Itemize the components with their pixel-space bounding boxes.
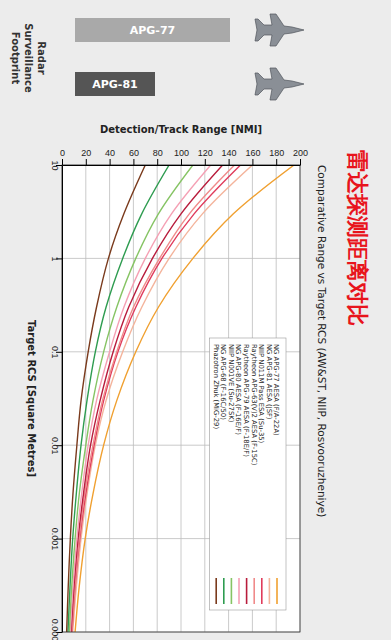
tick-mark: [300, 159, 301, 165]
tick-mark: [62, 159, 63, 165]
tick: 0.001: [50, 528, 62, 551]
plot-frame: [62, 165, 300, 632]
legend-label: Phazotron Zhuk (MiG-29): [212, 344, 220, 429]
tick-mark: [181, 159, 182, 165]
tick-label: 0.1: [50, 346, 60, 359]
tick: 200: [293, 148, 308, 165]
tick-label: 100: [174, 148, 189, 158]
tick-label: 0.001: [50, 528, 60, 551]
tick-label: 180: [269, 148, 284, 158]
grid: [62, 165, 300, 632]
aircraft-icon: [255, 68, 304, 100]
footprint-bar-label: APG-81: [92, 78, 137, 91]
legend-swatch: [215, 578, 217, 604]
tick-label: 160: [245, 148, 260, 158]
tick-label: 0.01: [50, 437, 60, 455]
series-line: [70, 165, 210, 632]
tick-mark: [133, 159, 134, 165]
tick: 60: [129, 148, 139, 165]
aircraft-icon: [255, 14, 304, 46]
tick: 1: [50, 256, 62, 261]
grid-line: [85, 165, 86, 632]
footprint-bar: [75, 18, 230, 42]
tick-label: 10: [50, 160, 60, 170]
tick-mark: [86, 159, 87, 165]
legend-swatch: [253, 578, 255, 604]
tick-label: 120: [198, 148, 213, 158]
x-axis-title: Target RCS [Square Metres]: [26, 320, 37, 477]
legend-swatch: [261, 578, 263, 604]
tick: 10: [50, 160, 62, 170]
subtitle: 雷达探测距离对比: [345, 150, 370, 326]
footprint: RadarSurveillanceFootprint APG-77 APG-81: [10, 14, 304, 100]
tick-label: 200: [293, 148, 308, 158]
tick-label: 80: [153, 148, 163, 158]
legend-swatch: [269, 578, 271, 604]
tick-label: 1: [50, 256, 60, 261]
axis-line: [63, 165, 301, 166]
tick: 180: [269, 148, 284, 165]
tick: 0.0001: [50, 619, 62, 640]
axis-line: [62, 166, 63, 633]
grid-line: [204, 165, 205, 632]
tick: 100: [174, 148, 189, 165]
lines: [67, 165, 294, 632]
legend-swatch: [231, 578, 233, 604]
tick-label: 40: [105, 148, 115, 158]
title: Comparative Range vs Target RCS (AW&ST, …: [316, 165, 328, 517]
tick: 0.1: [50, 346, 62, 359]
plot-background: [62, 165, 300, 632]
grid-line: [109, 165, 110, 632]
y-axis-title: Detection/Track Range [NMI]: [100, 124, 262, 135]
tick-label: 0.0001: [50, 619, 60, 640]
legend: NG APG-77 AESA (F/A-22A)NG APG-81 AESA (…: [210, 338, 286, 610]
legend-swatch: [276, 578, 278, 604]
tick-label: 0: [60, 148, 65, 158]
tick-mark: [276, 159, 277, 165]
legend-swatch: [223, 578, 225, 604]
grid-line: [133, 165, 134, 632]
tick: 80: [153, 148, 163, 165]
tick: 20: [81, 148, 91, 165]
tick-label: 140: [222, 148, 237, 158]
tick: 40: [105, 148, 115, 165]
footprint-label: Surveillance: [23, 23, 34, 93]
x-axis: 10 1 0.1 0.01 0.001 0.0001: [50, 160, 63, 640]
tick-label: 20: [81, 148, 91, 158]
tick: 0.01: [50, 437, 62, 455]
tick-mark: [229, 159, 230, 165]
footprint-bar-label: APG-77: [130, 24, 175, 37]
series-line: [68, 165, 169, 632]
tick-mark: [205, 159, 206, 165]
tick: 160: [245, 148, 260, 165]
tick-mark: [157, 159, 158, 165]
legend-box: [210, 338, 286, 610]
tick-mark: [252, 159, 253, 165]
grid-line: [181, 165, 182, 632]
chart: 0 20 40 60 80 100 120 140 160 180 200 10 1 0.1 0.01 0.0…: [0, 0, 391, 640]
y-axis: 0 20 40 60 80 100 120 140 160 180 200: [60, 148, 308, 166]
tick-mark: [110, 159, 111, 165]
series-line: [67, 165, 146, 632]
tick: 120: [198, 148, 213, 165]
footprint-label: Footprint: [10, 32, 21, 85]
tick: 140: [222, 148, 237, 165]
grid-line: [62, 258, 300, 259]
footprint-bar: [75, 72, 155, 96]
footprint-label: Radar: [36, 41, 47, 74]
legend-swatch: [238, 578, 240, 604]
tick-label: 60: [129, 148, 139, 158]
legend-swatch: [246, 578, 248, 604]
